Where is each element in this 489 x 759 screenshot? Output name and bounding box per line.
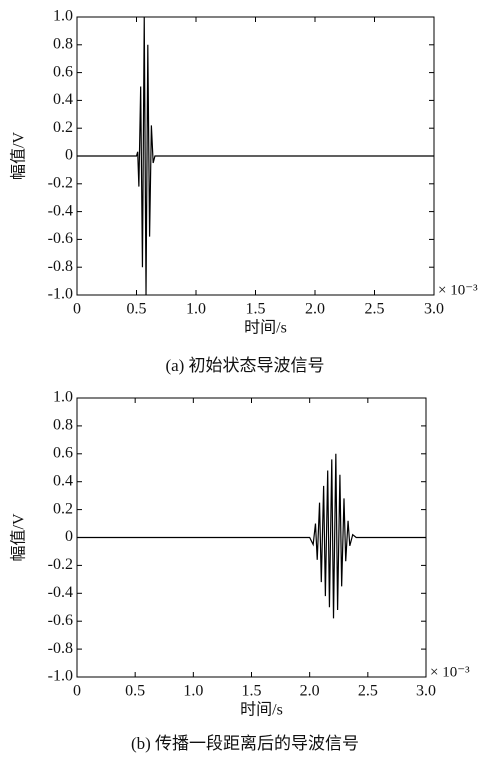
y-tick-label: 0.4 [53, 91, 73, 108]
y-tick-label: 0 [65, 528, 73, 545]
signal-line [77, 453, 426, 619]
y-tick-label: 0 [65, 147, 73, 164]
x-tick-label: 0 [73, 683, 81, 700]
y-tick-label: 0.4 [53, 472, 73, 489]
y-tick-label: -0.6 [48, 612, 73, 629]
x-axis-label: 时间/s [244, 319, 287, 337]
caption: (b) 传播一段距离后的导波信号 [131, 734, 359, 753]
x-tick-label: 2.5 [358, 683, 378, 700]
y-tick-label: -0.6 [48, 230, 73, 247]
y-tick-label: 0.6 [53, 63, 73, 80]
y-tick-label: -0.4 [48, 202, 73, 219]
y-tick-label: 0.2 [53, 119, 73, 136]
caption: (a) 初始状态导波信号 [165, 356, 324, 375]
y-tick-label: 1.0 [53, 389, 73, 406]
x-tick-label: 3.0 [424, 301, 444, 318]
y-tick-label: -0.8 [48, 640, 73, 657]
x-multiplier: × 10⁻³ [430, 664, 470, 680]
x-tick-label: 2.5 [365, 301, 385, 318]
x-multiplier: × 10⁻³ [438, 282, 478, 298]
x-tick-label: 3.0 [416, 683, 436, 700]
y-tick-label: -0.2 [48, 174, 73, 191]
y-tick-label: 1.0 [53, 8, 73, 25]
y-tick-label: 0.6 [53, 444, 73, 461]
y-tick-label: -0.2 [48, 556, 73, 573]
x-tick-label: 2.0 [300, 683, 320, 700]
signal-line [77, 16, 434, 296]
x-tick-label: 0.5 [127, 301, 147, 318]
x-tick-label: 0.5 [125, 683, 145, 700]
y-tick-label: 0.2 [53, 500, 73, 517]
x-tick-label: 1.5 [242, 683, 262, 700]
y-axis-label: 幅值/V [10, 513, 28, 561]
x-tick-label: 1.5 [246, 301, 266, 318]
y-tick-label: -1.0 [48, 286, 73, 303]
x-tick-label: 1.0 [186, 301, 206, 318]
y-axis-label: 幅值/V [10, 132, 28, 180]
x-tick-label: 1.0 [183, 683, 203, 700]
y-tick-label: -0.4 [48, 584, 73, 601]
x-tick-label: 2.0 [305, 301, 325, 318]
y-tick-label: -0.8 [48, 258, 73, 275]
y-tick-label: 0.8 [53, 35, 73, 52]
y-tick-label: 0.8 [53, 417, 73, 434]
x-tick-label: 0 [73, 301, 81, 318]
y-tick-label: -1.0 [48, 668, 73, 685]
x-axis-label: 时间/s [240, 701, 283, 719]
